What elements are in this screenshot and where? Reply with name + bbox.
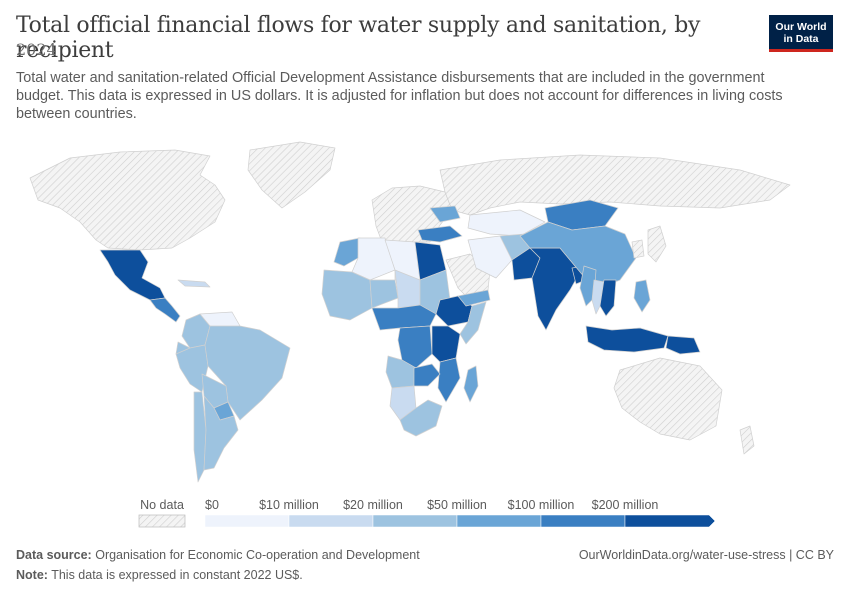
map-legend: No data $0 $10 million $20 million $50 milli…	[138, 498, 716, 528]
country-brazil[interactable]	[204, 325, 291, 421]
country-west-africa[interactable]	[321, 269, 373, 321]
legend-swatch-0	[204, 514, 290, 528]
country-mexico[interactable]	[99, 249, 166, 301]
legend-no-data-swatch	[138, 514, 186, 528]
country-iran[interactable]	[467, 235, 513, 279]
source-label: Data source: Organisation for Economic C…	[16, 548, 420, 562]
legend-swatch-3	[456, 514, 542, 528]
owid-logo[interactable]: Our World in Data	[769, 15, 833, 52]
logo-line-1: Our World	[775, 21, 827, 33]
country-tanzania[interactable]	[431, 325, 461, 363]
legend-swatch-1	[288, 514, 374, 528]
chart-title: Total official financial flows for water…	[16, 13, 701, 63]
logo-line-2: in Data	[783, 33, 819, 45]
note-label: Note:	[16, 568, 48, 582]
legend-swatch-4	[540, 514, 626, 528]
country-central-america[interactable]	[149, 297, 181, 323]
note: Note: This data is expressed in constant…	[16, 568, 303, 582]
country-zambia[interactable]	[413, 363, 441, 387]
country-new-zealand[interactable]	[739, 425, 755, 455]
country-madagascar[interactable]	[463, 365, 479, 403]
note-text: This data is expressed in constant 2022 …	[51, 568, 303, 582]
country-japan[interactable]	[647, 225, 667, 263]
country-turkey[interactable]	[417, 225, 463, 243]
chart-year: 2024	[16, 40, 57, 59]
legend-swatch-2	[372, 514, 458, 528]
source-text: Organisation for Economic Co-operation a…	[95, 548, 420, 562]
world-map	[29, 141, 791, 483]
country-papua-new-guinea[interactable]	[665, 335, 701, 355]
country-morocco[interactable]	[333, 237, 361, 267]
country-thailand[interactable]	[591, 279, 605, 315]
footer: Data source: Organisation for Economic C…	[16, 548, 834, 588]
chart-subtitle: Total water and sanitation-related Offic…	[16, 70, 783, 122]
country-central-africa[interactable]	[371, 304, 437, 331]
country-greenland[interactable]	[247, 141, 336, 209]
country-indonesia[interactable]	[585, 325, 669, 353]
country-mozambique[interactable]	[437, 357, 461, 403]
country-russia[interactable]	[439, 154, 791, 216]
country-north-america[interactable]	[29, 149, 226, 251]
country-argentina[interactable]	[203, 395, 239, 471]
legend-label-1: $10 million	[259, 498, 319, 512]
country-niger[interactable]	[369, 279, 399, 309]
country-philippines[interactable]	[633, 279, 651, 313]
country-australia[interactable]	[613, 357, 723, 441]
legend-label-2: $20 million	[343, 498, 403, 512]
country-yemen[interactable]	[457, 289, 491, 307]
country-china[interactable]	[519, 221, 637, 291]
source-url-link[interactable]: OurWorldinData.org/water-use-stress | CC…	[578, 548, 834, 562]
legend-label-4: $100 million	[508, 498, 575, 512]
legend-label-3: $50 million	[427, 498, 487, 512]
country-vietnam[interactable]	[599, 279, 617, 317]
legend-label-0: $0	[205, 498, 219, 512]
country-myanmar[interactable]	[579, 265, 597, 307]
country-korea[interactable]	[631, 239, 645, 259]
country-south-africa[interactable]	[399, 399, 443, 437]
legend-swatch-5	[624, 514, 716, 528]
legend-label-5: $200 million	[592, 498, 659, 512]
legend-no-data-label: No data	[140, 498, 184, 512]
country-cuba[interactable]	[177, 279, 211, 288]
country-ukraine[interactable]	[429, 205, 461, 223]
country-somalia[interactable]	[459, 301, 487, 345]
